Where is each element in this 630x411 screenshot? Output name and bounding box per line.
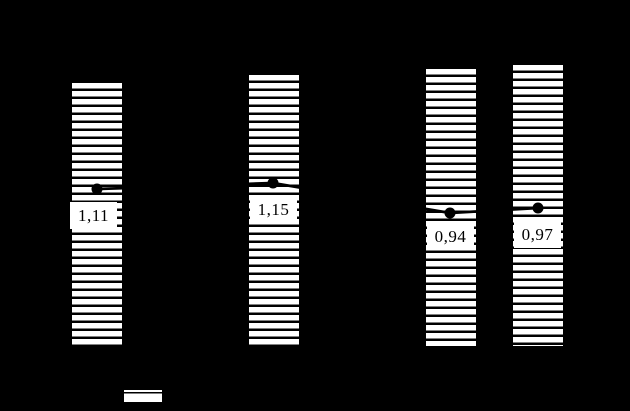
value-label-1: 1,11 — [70, 202, 117, 229]
value-label-3: 0,94 — [427, 223, 474, 250]
value-label-4: 0,97 — [514, 221, 561, 248]
bar-category-4 — [513, 65, 563, 346]
bar-category-3 — [426, 69, 476, 346]
value-label-2: 1,15 — [250, 197, 297, 223]
legend-key-striped-bars — [124, 390, 162, 402]
